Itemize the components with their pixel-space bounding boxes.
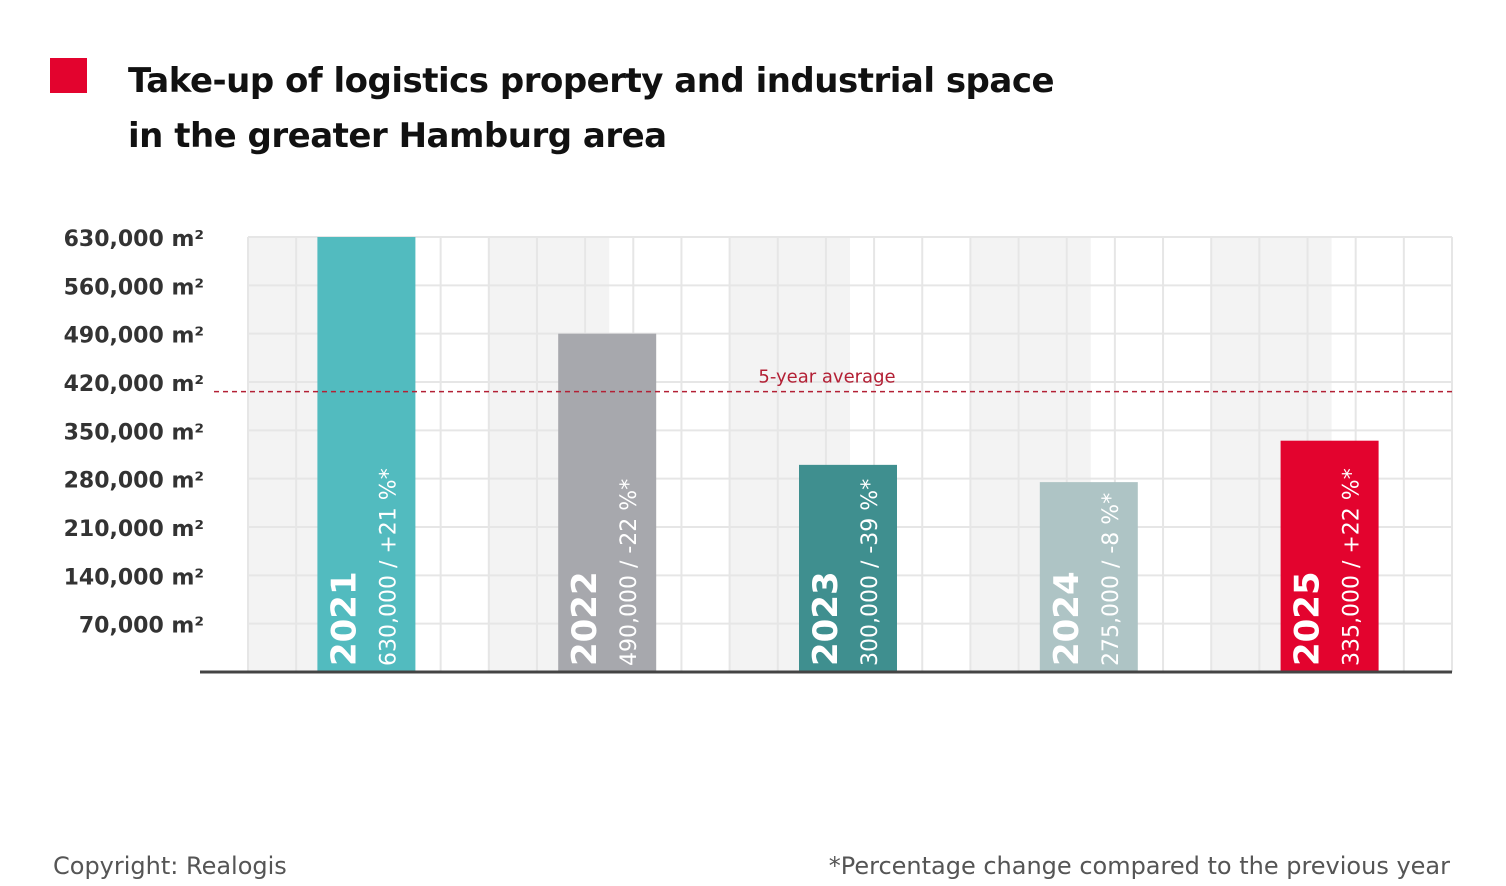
copyright-note: Copyright: Realogis: [53, 852, 287, 880]
y-tick-label: 350,000 m²: [64, 420, 204, 445]
bar-2025: [1280, 440, 1379, 672]
bar-value-label: 335,000 / +22 %*: [1340, 468, 1365, 666]
y-tick-label: 420,000 m²: [64, 372, 204, 397]
average-label: 5-year average: [758, 367, 895, 388]
bar-2021: [317, 237, 416, 672]
bar-2023: [799, 464, 897, 672]
bar-value-label: 630,000 / +21 %*: [376, 468, 401, 666]
bar-value-label: 490,000 / -22 %*: [617, 479, 642, 666]
y-tick-label: 140,000 m²: [64, 565, 204, 590]
y-tick-label: 490,000 m²: [64, 324, 204, 349]
bar-year-label: 2024: [1047, 571, 1087, 666]
y-tick-label: 210,000 m²: [64, 517, 204, 542]
bar-value-label: 300,000 / -39 %*: [858, 479, 883, 666]
bar-year-label: 2023: [806, 571, 846, 666]
bar-year-label: 2025: [1288, 571, 1328, 666]
y-tick-label: 70,000 m²: [79, 614, 204, 639]
chart-title: Take-up of logistics property and indust…: [128, 54, 1128, 164]
bar-value-label: 275,000 / -8 %*: [1099, 493, 1124, 666]
y-tick-label: 630,000 m²: [64, 227, 204, 252]
chart-title-line-1: Take-up of logistics property and indust…: [128, 61, 1055, 101]
chart-title-line-2: in the greater Hamburg area: [128, 116, 667, 156]
bar-2022: [558, 333, 657, 672]
y-tick-label: 560,000 m²: [64, 275, 204, 300]
bar-year-label: 2021: [324, 571, 364, 666]
title-marker: [50, 58, 87, 93]
bar-year-label: 2022: [565, 571, 605, 666]
footnote: *Percentage change compared to the previ…: [828, 852, 1450, 880]
y-tick-label: 280,000 m²: [64, 469, 204, 494]
bar-2024: [1039, 482, 1138, 672]
